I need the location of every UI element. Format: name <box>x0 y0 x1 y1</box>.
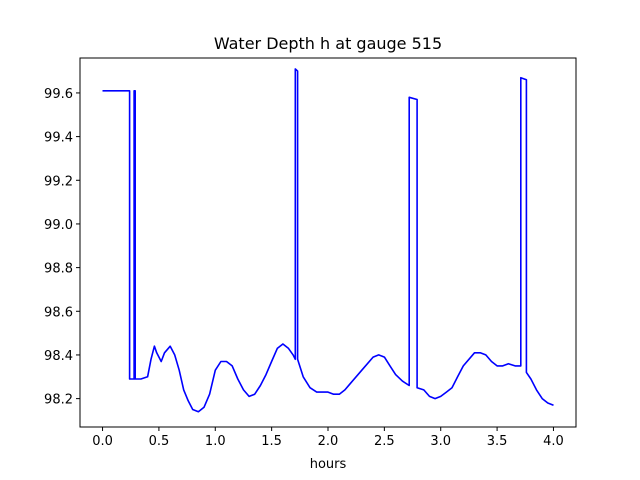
y-tick-label: 99.6 <box>44 87 73 102</box>
x-axis-label: hours <box>310 457 347 472</box>
y-axis: 98.2 98.4 98.6 98.8 99.0 99.2 99.4 99.6 <box>44 87 80 408</box>
x-tick-label: 2.5 <box>374 434 395 449</box>
y-tick-label: 99.4 <box>44 131 73 146</box>
x-axis: 0.0 0.5 1.0 1.5 2.0 2.5 3.0 3.5 4.0 <box>92 427 564 449</box>
x-tick-label: 2.0 <box>318 434 339 449</box>
x-tick-label: 1.0 <box>205 434 226 449</box>
x-tick-label: 4.0 <box>543 434 564 449</box>
y-tick-label: 98.2 <box>44 393 73 408</box>
chart-title: Water Depth h at gauge 515 <box>214 34 442 53</box>
y-tick-label: 99.2 <box>44 174 73 189</box>
y-tick-label: 99.0 <box>44 218 73 233</box>
series-line <box>102 68 554 413</box>
axes-frame <box>79 57 577 428</box>
x-tick-label: 0.5 <box>149 434 170 449</box>
x-tick-label: 0.0 <box>92 434 113 449</box>
y-tick-label: 98.4 <box>44 349 73 364</box>
x-tick-label: 1.5 <box>261 434 282 449</box>
x-tick-label: 3.5 <box>487 434 508 449</box>
x-tick-label: 3.0 <box>430 434 451 449</box>
y-tick-label: 98.6 <box>44 305 73 320</box>
y-tick-label: 98.8 <box>44 262 73 277</box>
plot-area <box>102 68 554 413</box>
